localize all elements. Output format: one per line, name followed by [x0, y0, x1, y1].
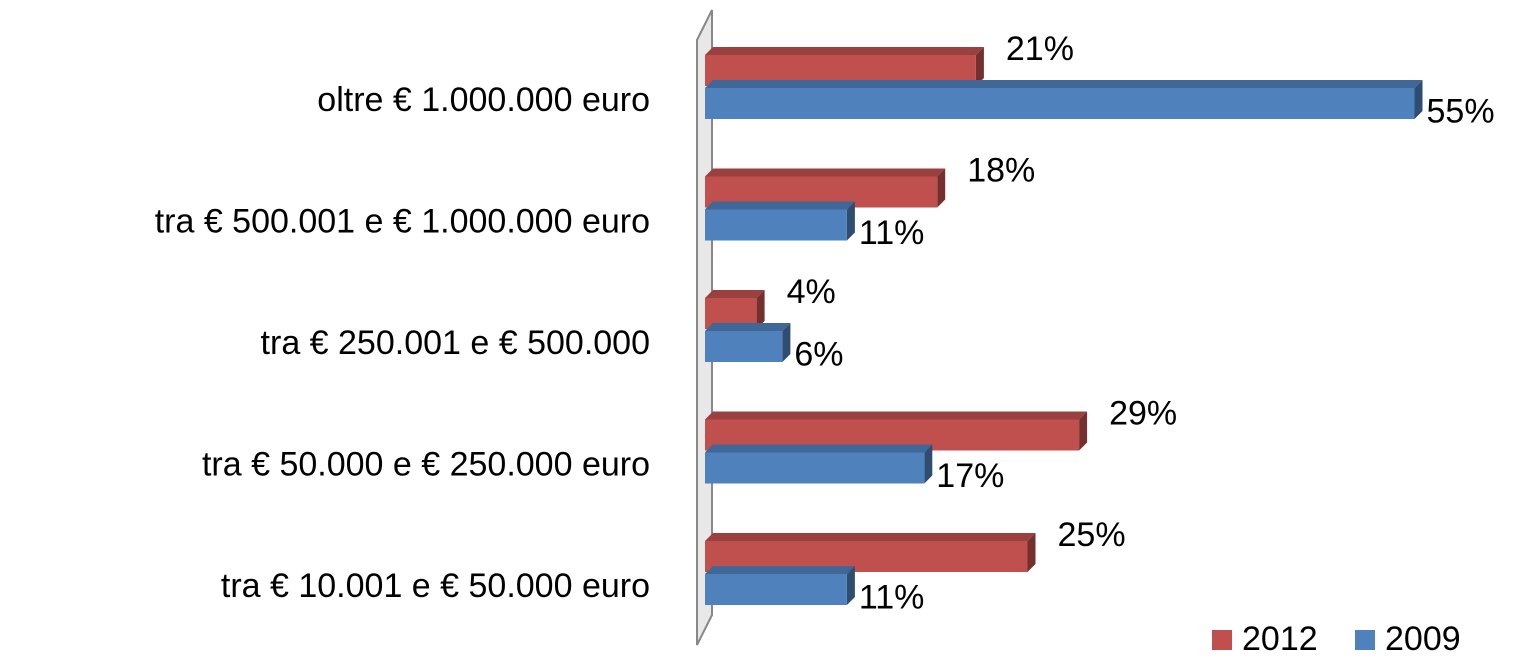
data-label: 29% — [1109, 394, 1177, 432]
legend-swatch — [1355, 630, 1375, 650]
data-label: 55% — [1427, 92, 1495, 130]
bar-side — [1027, 533, 1036, 572]
bar — [705, 88, 1415, 119]
bar-top — [705, 201, 855, 210]
bar-side — [1079, 411, 1088, 451]
bar-side — [1414, 80, 1423, 119]
bar-top — [705, 411, 1088, 420]
bar-top — [705, 566, 855, 574]
bar — [705, 209, 847, 241]
bar-top — [705, 80, 1423, 88]
y-tick-label: tra € 10.001 e € 50.000 euro — [221, 567, 650, 605]
legend-label: 2009 — [1385, 620, 1461, 658]
bar-side — [782, 323, 791, 362]
legend-swatch — [1212, 630, 1232, 650]
data-label: 11% — [859, 578, 925, 616]
y-tick-label: tra € 50.000 e € 250.000 euro — [202, 445, 650, 483]
bar-side — [846, 201, 855, 241]
bar-side — [756, 290, 765, 329]
axis-wall — [696, 9, 713, 646]
legend-label: 2012 — [1242, 620, 1318, 658]
bar — [705, 574, 847, 605]
bar-top — [705, 47, 984, 55]
bar-top — [705, 323, 791, 331]
bar-top — [705, 444, 933, 453]
data-label: 11% — [859, 214, 925, 252]
bar-side — [937, 168, 946, 208]
bar-side — [924, 444, 933, 484]
y-tick-label: oltre € 1.000.000 euro — [317, 81, 650, 119]
y-tick-label: tra € 500.001 e € 1.000.000 euro — [155, 202, 650, 240]
data-label: 6% — [794, 335, 843, 373]
data-label: 4% — [787, 273, 836, 311]
bar-top — [705, 533, 1036, 541]
data-label: 18% — [967, 151, 1035, 189]
y-tick-label: tra € 250.001 e € 500.000 — [261, 324, 650, 362]
bar-side — [975, 47, 984, 86]
bar — [705, 452, 925, 484]
data-label: 17% — [936, 457, 1004, 495]
bar-top — [705, 290, 765, 298]
bar-side — [846, 566, 855, 605]
bar — [705, 331, 783, 362]
data-label: 21% — [1006, 30, 1074, 68]
data-label: 25% — [1058, 516, 1126, 554]
bar-top — [705, 168, 946, 177]
